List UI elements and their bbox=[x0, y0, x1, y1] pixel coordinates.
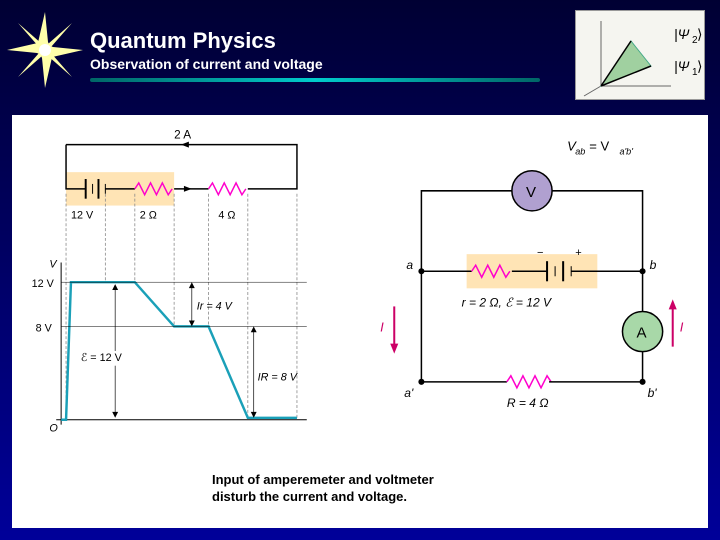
starburst-icon bbox=[5, 10, 85, 90]
svg-text:R = 4 Ω: R = 4 Ω bbox=[507, 396, 549, 410]
svg-text:I: I bbox=[680, 320, 684, 335]
caption: Input of amperemeter and voltmeter distu… bbox=[212, 472, 434, 506]
svg-text:12 V: 12 V bbox=[71, 209, 94, 221]
svg-text:2 Ω: 2 Ω bbox=[140, 209, 157, 221]
psi-diagram: |Ψ 2 ⟩ |Ψ 1 ⟩ bbox=[575, 10, 705, 100]
caption-line1: Input of amperemeter and voltmeter bbox=[212, 472, 434, 489]
svg-text:ab: ab bbox=[575, 147, 585, 157]
psi2-label: |Ψ bbox=[674, 26, 690, 42]
psi1-label: |Ψ bbox=[674, 58, 690, 74]
svg-text:O: O bbox=[49, 423, 58, 435]
svg-text:8 V: 8 V bbox=[36, 322, 53, 334]
svg-text:IR = 8 V: IR = 8 V bbox=[258, 371, 299, 383]
caption-line2: disturb the current and voltage. bbox=[212, 489, 434, 506]
svg-text:b: b bbox=[650, 258, 657, 272]
svg-text:r = 2 Ω, ℰ = 12 V: r = 2 Ω, ℰ = 12 V bbox=[462, 295, 552, 309]
svg-text:ℰ = 12 V: ℰ = 12 V bbox=[81, 352, 123, 364]
left-panel: 2 A 12 V 2 Ω 4 Ω V 12 V bbox=[12, 115, 346, 528]
svg-text:a: a bbox=[406, 258, 413, 272]
svg-text:a'b': a'b' bbox=[620, 147, 634, 157]
svg-text:I: I bbox=[380, 320, 384, 335]
svg-text:−: − bbox=[537, 247, 543, 259]
svg-text:12 V: 12 V bbox=[32, 278, 55, 290]
svg-text:4 Ω: 4 Ω bbox=[218, 209, 235, 221]
svg-text:b': b' bbox=[648, 386, 658, 400]
header-line bbox=[90, 78, 540, 82]
right-panel: V ab = V a'b' V − + a b bbox=[346, 115, 708, 528]
content-area: 2 A 12 V 2 Ω 4 Ω V 12 V bbox=[12, 115, 708, 528]
svg-text:V: V bbox=[526, 184, 536, 201]
svg-text:a': a' bbox=[404, 386, 414, 400]
current-label: 2 A bbox=[174, 129, 191, 142]
svg-text:Ir = 4 V: Ir = 4 V bbox=[197, 301, 234, 313]
svg-text:A: A bbox=[637, 325, 648, 342]
svg-text:V: V bbox=[49, 258, 58, 270]
svg-text:= V: = V bbox=[589, 139, 609, 154]
svg-text:+: + bbox=[575, 247, 581, 259]
svg-text:⟩: ⟩ bbox=[697, 58, 702, 74]
svg-text:⟩: ⟩ bbox=[697, 26, 702, 42]
